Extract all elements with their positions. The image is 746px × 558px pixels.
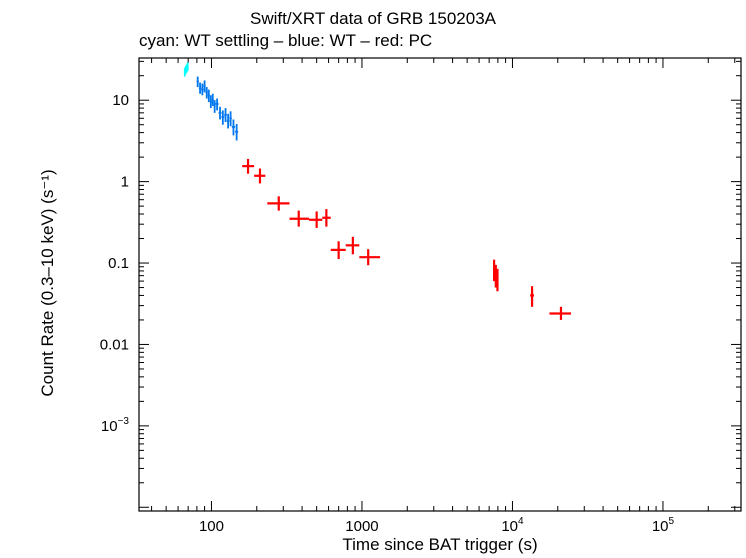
data-point-pc: [492, 259, 496, 282]
x-tick-label: 100: [199, 518, 224, 535]
data-point-pc: [242, 158, 255, 174]
data-point-wt: [213, 100, 216, 113]
data-point-pc: [549, 306, 572, 320]
data-point-wt: [207, 89, 210, 103]
data-point-pc: [289, 210, 310, 227]
chart-title: Swift/XRT data of GRB 150203A: [249, 9, 496, 28]
y-tick-label: 10−3: [101, 416, 130, 435]
data-point-wt: [235, 124, 239, 141]
data-point-pc: [254, 168, 266, 184]
y-tick-label: 10: [112, 92, 129, 109]
y-axis-label: Count Rate (0.3–10 keV) (s⁻¹): [38, 169, 57, 397]
data-point-wt-settling: [186, 62, 189, 71]
data-point-wt: [201, 83, 204, 96]
chart-subtitle: cyan: WT settling – blue: WT – red: PC: [139, 31, 433, 50]
x-tick-label: 104: [501, 516, 524, 535]
x-tick-label: 105: [652, 516, 675, 535]
x-tick-label: 1000: [345, 518, 378, 535]
data-point-wt: [231, 119, 236, 136]
data-point-pc: [267, 196, 290, 211]
data-point-wt: [229, 111, 232, 127]
data-point-wt: [215, 98, 219, 111]
data-point-pc: [530, 286, 534, 307]
data-point-pc: [496, 268, 499, 292]
data-point-wt: [226, 113, 230, 129]
y-tick-label: 0.1: [108, 255, 129, 272]
data-point-wt: [203, 80, 206, 93]
data-point-wt: [211, 93, 214, 106]
data-point-wt: [205, 87, 208, 99]
data-point-wt: [218, 106, 222, 120]
plot-frame: [138, 57, 742, 512]
data-point-pc: [494, 264, 497, 288]
x-axis-label: Time since BAT trigger (s): [342, 535, 538, 554]
data-point-wt: [224, 108, 227, 122]
data-point-pc: [322, 209, 331, 227]
data-point-wt: [209, 95, 212, 109]
data-point-pc: [345, 236, 360, 255]
y-tick-label: 1: [121, 174, 129, 191]
data-point-wt: [196, 76, 199, 88]
data-point-pc: [330, 241, 346, 260]
y-tick-label: 0.01: [100, 336, 129, 353]
data-point-wt: [198, 82, 202, 94]
data-point-wt: [221, 110, 225, 125]
data-point-pc: [309, 211, 323, 228]
data-point-pc: [359, 249, 381, 266]
